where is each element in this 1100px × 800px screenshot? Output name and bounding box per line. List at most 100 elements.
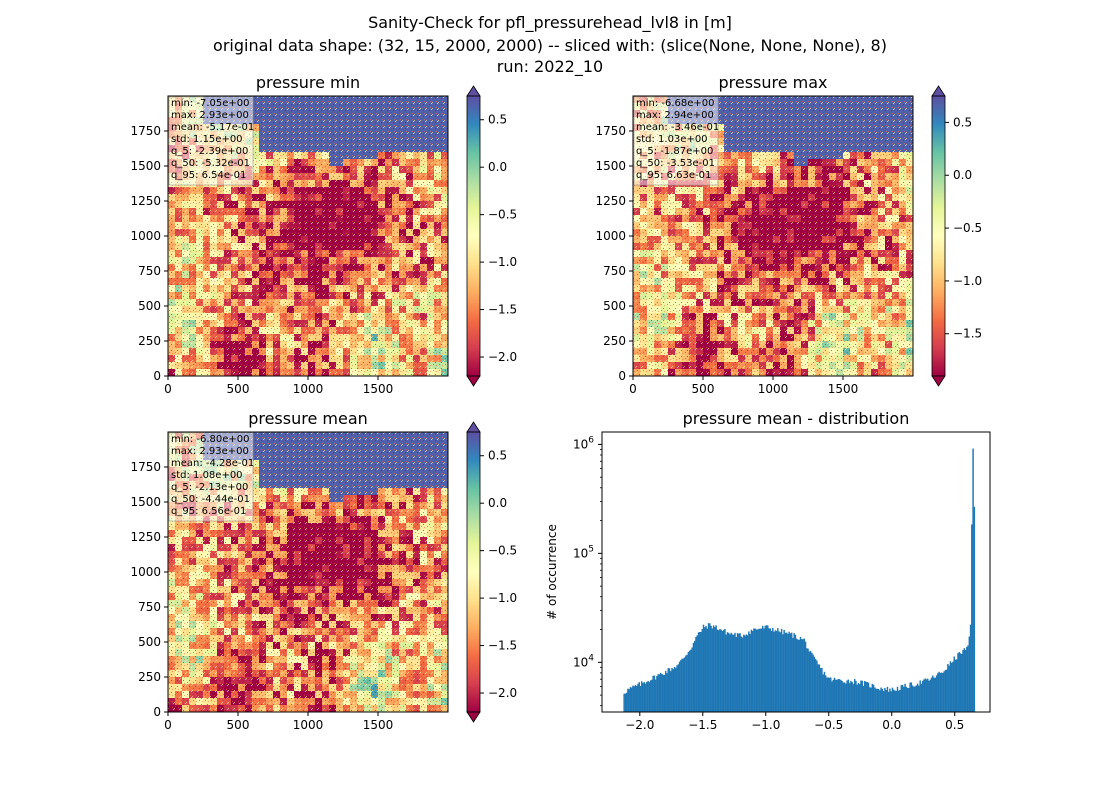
histogram-bar bbox=[853, 679, 856, 712]
histogram-bar bbox=[661, 674, 663, 712]
histogram-bar bbox=[921, 680, 924, 712]
y-tick-label: 500 bbox=[603, 299, 626, 313]
histogram-bar bbox=[705, 626, 707, 712]
histogram-bar bbox=[744, 635, 746, 712]
panel-title: pressure min bbox=[256, 73, 360, 92]
stats-line: q_50: -5.32e-01 bbox=[171, 158, 250, 169]
histogram-bar bbox=[636, 685, 638, 712]
histogram-bar bbox=[833, 677, 836, 712]
histogram-bar bbox=[731, 634, 734, 712]
histogram-bar bbox=[949, 661, 952, 712]
histogram-bar bbox=[675, 667, 677, 712]
y-tick-label: 1000 bbox=[595, 229, 626, 243]
histogram-bar bbox=[740, 636, 743, 712]
histogram-bar bbox=[654, 679, 657, 712]
histogram-bar bbox=[641, 681, 643, 712]
stats-line: q_95: 6.63e-01 bbox=[636, 170, 711, 181]
stats-box bbox=[168, 432, 254, 522]
histogram-bar bbox=[913, 686, 915, 712]
histogram-bar bbox=[790, 632, 793, 712]
histogram-bar bbox=[870, 687, 872, 712]
figure-title-line-2: original data shape: (32, 15, 2000, 2000… bbox=[213, 36, 887, 55]
y-tick-label: 500 bbox=[138, 299, 161, 313]
colorbar-tick-label: 0.5 bbox=[953, 115, 972, 129]
histogram-bar bbox=[734, 632, 736, 712]
histogram-bar bbox=[860, 680, 862, 712]
colorbar-tick-label: −1.0 bbox=[953, 274, 982, 288]
histogram-bar bbox=[681, 658, 683, 712]
x-tick-label: 500 bbox=[227, 718, 250, 732]
stats-line: min: -7.05e+00 bbox=[171, 98, 250, 109]
colorbar-tick-label: −2.0 bbox=[488, 350, 517, 364]
histogram-bar bbox=[867, 682, 870, 712]
histogram-bar bbox=[938, 671, 940, 712]
histogram-bar bbox=[720, 629, 722, 712]
histogram-bar bbox=[630, 687, 633, 712]
histogram-bar bbox=[968, 636, 971, 712]
histogram-bar bbox=[788, 631, 790, 712]
stats-line: q_95: 6.56e-01 bbox=[171, 506, 246, 517]
figure-title-line-3: run: 2022_10 bbox=[496, 57, 604, 76]
histogram-bar bbox=[928, 680, 930, 712]
histogram-bar bbox=[670, 671, 672, 712]
y-tick-label: 105 bbox=[573, 544, 594, 560]
histogram-bar bbox=[628, 689, 630, 712]
histogram-bar bbox=[659, 672, 662, 712]
histogram-bar bbox=[657, 674, 659, 712]
histogram-bar bbox=[763, 628, 765, 712]
histogram-bar bbox=[639, 685, 642, 712]
histogram-bar bbox=[963, 648, 966, 712]
histogram-bar bbox=[908, 687, 910, 712]
histogram-bar bbox=[772, 627, 774, 712]
histogram-bar bbox=[914, 686, 916, 712]
x-tick-label: 500 bbox=[692, 382, 715, 396]
histogram-bar bbox=[700, 631, 702, 712]
x-tick-label: 1000 bbox=[293, 718, 324, 732]
histogram-bar bbox=[821, 667, 823, 712]
x-tick-label: 1000 bbox=[758, 382, 789, 396]
histogram-bar bbox=[869, 687, 871, 712]
histogram-bar bbox=[899, 689, 901, 712]
histogram-bar bbox=[871, 683, 874, 712]
histogram-bar bbox=[793, 633, 795, 712]
histogram-bar bbox=[633, 686, 635, 712]
histogram-bar bbox=[818, 664, 821, 712]
stats-line: max: 2.94e+00 bbox=[636, 110, 714, 121]
histogram-bar bbox=[890, 691, 892, 712]
panel-title: pressure max bbox=[718, 73, 827, 92]
y-tick-label: 1250 bbox=[130, 530, 161, 544]
colorbar-tick-label: −1.0 bbox=[488, 591, 517, 605]
histogram-bar bbox=[933, 677, 935, 712]
colorbar-gradient bbox=[467, 432, 480, 712]
histogram-bar bbox=[768, 628, 770, 712]
histogram-bar bbox=[934, 677, 937, 712]
colorbar-extend-bottom bbox=[466, 711, 481, 723]
histogram-bar bbox=[952, 661, 954, 712]
histogram-bar bbox=[777, 628, 779, 712]
x-tick-label: 0 bbox=[164, 718, 172, 732]
histogram-bar bbox=[753, 628, 755, 712]
histogram-bar bbox=[827, 677, 829, 712]
stats-line: mean: -3.46e-01 bbox=[636, 122, 719, 133]
y-tick-label: 0 bbox=[153, 369, 161, 383]
histogram-bar bbox=[699, 631, 701, 712]
histogram-bar bbox=[704, 627, 706, 712]
histogram-bar bbox=[876, 688, 879, 712]
histogram-bar bbox=[677, 664, 680, 712]
histogram-bar bbox=[943, 671, 945, 712]
histogram-bar bbox=[835, 679, 837, 712]
stats-line: min: -6.68e+00 bbox=[636, 98, 715, 109]
histogram-bar bbox=[851, 682, 853, 712]
x-tick-label: 1500 bbox=[363, 382, 394, 396]
histogram-bar bbox=[828, 677, 831, 712]
histogram-bar bbox=[750, 629, 753, 712]
histogram-bar bbox=[861, 680, 863, 712]
histogram-bar bbox=[685, 655, 687, 712]
histogram-bar bbox=[857, 683, 860, 712]
stats-line: mean: -5.17e-01 bbox=[171, 122, 254, 133]
histogram-bar bbox=[901, 684, 904, 712]
colorbar-tick-label: −2.0 bbox=[488, 686, 517, 700]
histogram-bar bbox=[924, 678, 926, 712]
histogram-bar bbox=[836, 679, 838, 712]
histogram-bar bbox=[712, 625, 715, 712]
